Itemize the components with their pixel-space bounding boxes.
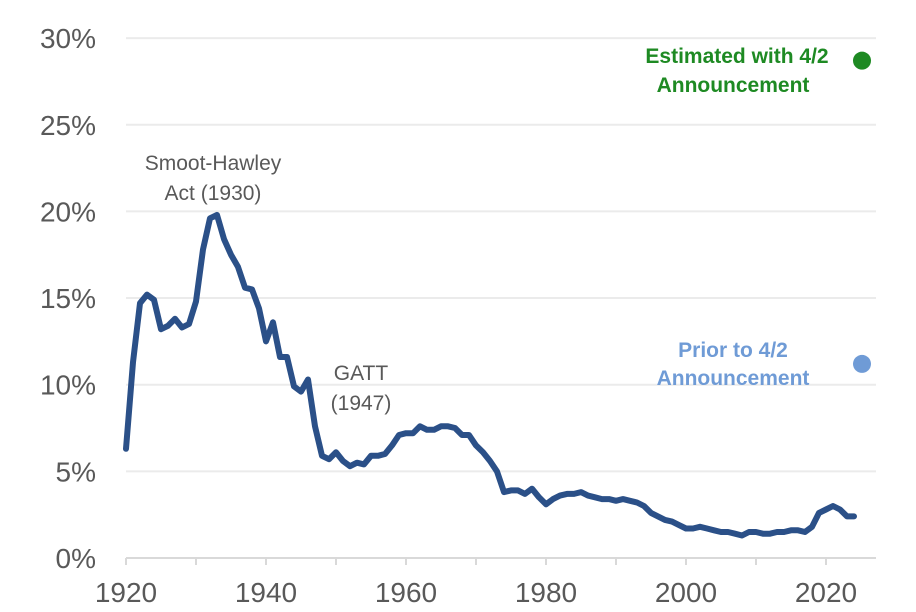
x-tick-label: 1980 [515, 577, 577, 608]
prior-label-line2: Announcement [657, 367, 810, 390]
x-tick-label: 1920 [95, 577, 157, 608]
x-tick-label: 2000 [655, 577, 717, 608]
y-tick-label: 15% [40, 283, 96, 314]
y-axis-tick-labels: 0% 5% 10% 15% 20% 25% 30% [40, 23, 96, 574]
x-tick-label: 1940 [235, 577, 297, 608]
annotation-smoot-hawley-line1: Smoot-Hawley [145, 152, 282, 175]
prior-point [853, 354, 871, 373]
annotation-smoot-hawley-line2: Act (1930) [165, 182, 262, 205]
estimated-label-line2: Announcement [657, 74, 810, 97]
annotation-gatt-line2: (1947) [331, 392, 392, 415]
x-tick-label: 1960 [375, 577, 437, 608]
y-tick-label: 30% [40, 23, 96, 54]
y-tick-label: 10% [40, 370, 96, 401]
y-tick-label: 0% [56, 543, 96, 574]
y-tick-label: 25% [40, 110, 96, 141]
gridlines [126, 37, 876, 473]
x-tick-label: 2020 [795, 577, 857, 608]
prior-label-line1: Prior to 4/2 [678, 339, 788, 362]
x-axis: 1920 1940 1960 1980 2000 2020 [95, 557, 876, 608]
estimated-point [853, 51, 871, 70]
series-line [123, 211, 857, 539]
y-tick-label: 5% [56, 456, 96, 487]
annotation-gatt-line1: GATT [334, 362, 389, 385]
estimated-label-line1: Estimated with 4/2 [645, 45, 828, 68]
points [853, 51, 871, 373]
y-tick-label: 20% [40, 196, 96, 227]
